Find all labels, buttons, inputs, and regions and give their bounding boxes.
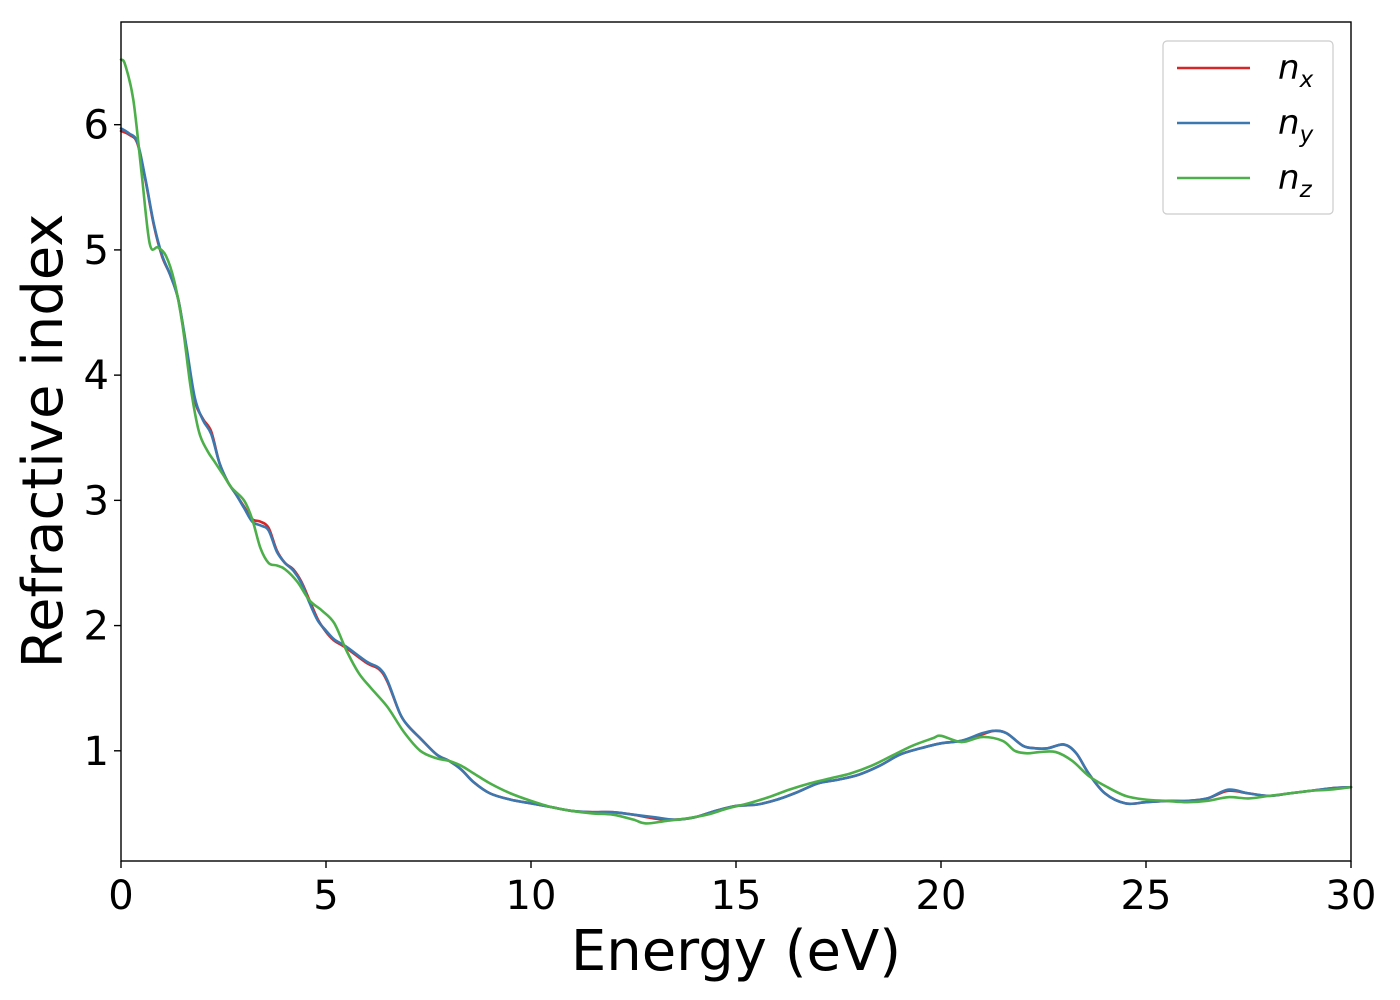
x-tick-label: 15	[711, 873, 762, 919]
legend: nx ny nz	[1162, 40, 1334, 215]
y-tick-label: 4	[84, 353, 109, 399]
y-tick-label: 5	[84, 228, 109, 274]
x-axis-ticks: 0 5 10 15 20 25 30	[108, 861, 1376, 919]
legend-items: nx ny nz	[1177, 48, 1314, 203]
legend-label-x: nx	[1278, 48, 1314, 93]
legend-label-y: ny	[1278, 103, 1314, 148]
series-lines	[119, 58, 1353, 825]
x-tick-label: 0	[108, 873, 133, 919]
x-tick-label: 30	[1326, 873, 1377, 919]
x-tick-label: 20	[916, 873, 967, 919]
legend-label-z: nz	[1278, 158, 1313, 203]
y-tick-label: 2	[84, 604, 109, 650]
x-axis-title: Energy (eV)	[571, 919, 901, 984]
legend-frame	[1162, 40, 1334, 215]
x-tick-label: 10	[506, 873, 557, 919]
y-axis-title: Refractive index	[11, 214, 76, 669]
y-axis-ticks: 1 2 3 4 5 6	[84, 103, 121, 775]
y-tick-label: 1	[84, 729, 109, 775]
y-tick-label: 3	[84, 478, 109, 524]
x-tick-label: 25	[1121, 873, 1172, 919]
y-tick-label: 6	[84, 103, 109, 149]
series-line-z	[119, 58, 1353, 825]
x-tick-label: 5	[313, 873, 338, 919]
